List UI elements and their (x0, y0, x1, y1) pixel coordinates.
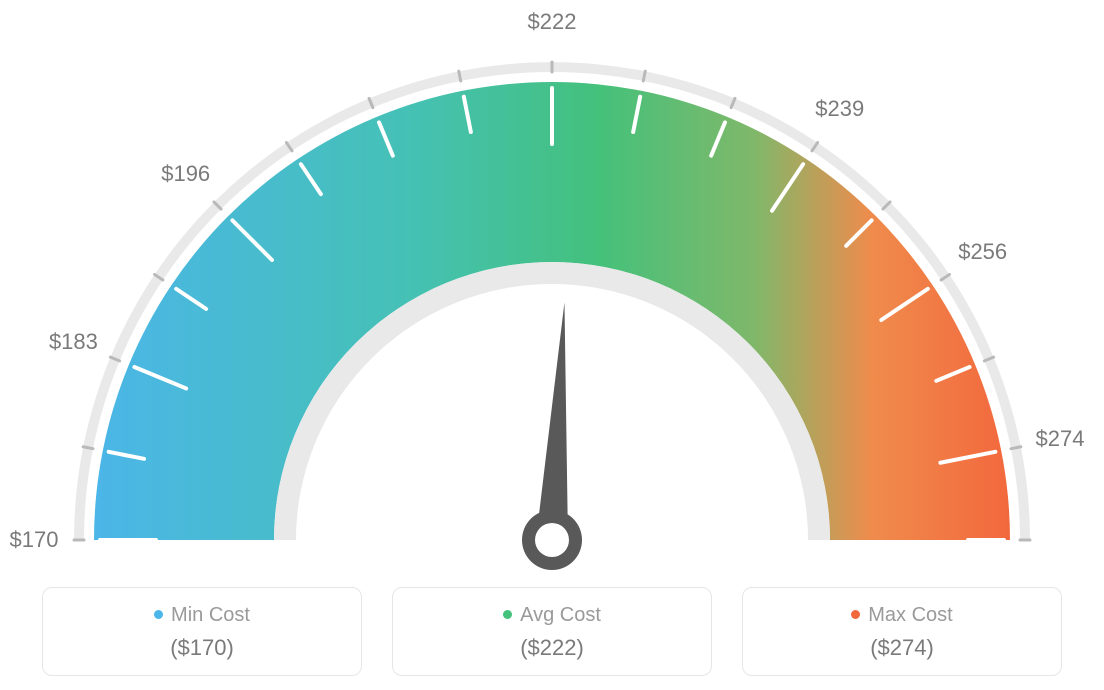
min-cost-label-text: Min Cost (171, 604, 250, 626)
avg-cost-label-text: Avg Cost (520, 604, 601, 626)
gauge (0, 0, 1104, 580)
gauge-svg (0, 0, 1104, 580)
min-cost-card: Min Cost ($170) (42, 587, 362, 676)
avg-cost-value: ($222) (403, 635, 701, 661)
max-dot-icon (851, 610, 860, 619)
gauge-tick-label: $196 (161, 161, 210, 187)
max-cost-card: Max Cost ($274) (742, 587, 1062, 676)
min-cost-value: ($170) (53, 635, 351, 661)
avg-cost-label: Avg Cost (403, 604, 701, 627)
avg-cost-card: Avg Cost ($222) (392, 587, 712, 676)
cost-gauge-chart: $170 $183 $196 $222 $239 $256 $274 Min Cost ($… (0, 0, 1104, 690)
min-dot-icon (154, 610, 163, 619)
gauge-tick-label: $170 (10, 527, 59, 553)
max-cost-label-text: Max Cost (868, 604, 952, 626)
gauge-tick-label: $274 (1036, 426, 1085, 452)
gauge-tick-label: $222 (528, 9, 577, 35)
avg-dot-icon (503, 610, 512, 619)
gauge-tick-label: $183 (49, 329, 98, 355)
max-cost-value: ($274) (753, 635, 1051, 661)
min-cost-label: Min Cost (53, 604, 351, 627)
gauge-tick-label: $239 (815, 96, 864, 122)
gauge-tick-label: $256 (958, 239, 1007, 265)
summary-cards: Min Cost ($170) Avg Cost ($222) Max Cost… (42, 587, 1062, 676)
max-cost-label: Max Cost (753, 604, 1051, 627)
